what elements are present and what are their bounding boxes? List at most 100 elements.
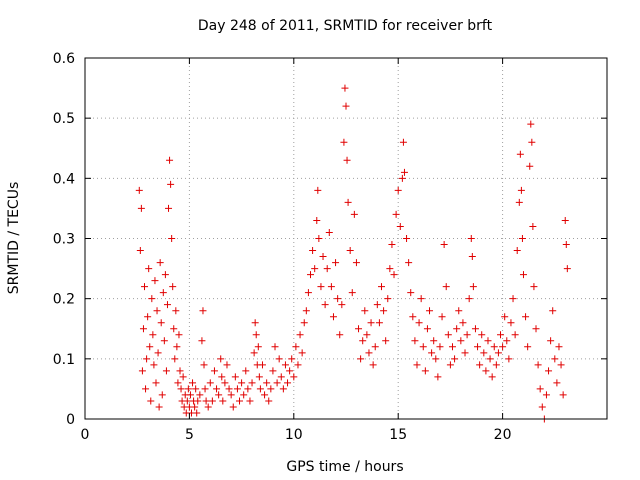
data-point	[292, 343, 300, 351]
data-point	[419, 343, 427, 351]
data-point	[522, 313, 530, 321]
data-point	[400, 168, 408, 176]
data-point	[311, 265, 319, 273]
data-point	[317, 283, 325, 291]
data-point	[519, 271, 527, 279]
data-point	[169, 283, 177, 291]
data-point	[168, 235, 176, 242]
data-point	[161, 271, 169, 279]
data-point	[198, 337, 206, 345]
data-point	[344, 198, 352, 206]
data-point	[448, 343, 456, 351]
data-point	[442, 283, 450, 291]
data-point	[438, 313, 446, 321]
data-point	[399, 138, 407, 146]
data-point	[186, 391, 194, 399]
data-point	[453, 325, 461, 333]
data-point	[284, 379, 292, 387]
data-point	[382, 337, 390, 345]
data-point	[492, 361, 500, 369]
data-point	[455, 307, 463, 315]
data-point	[434, 373, 442, 381]
data-point	[384, 295, 392, 303]
data-point	[463, 331, 471, 339]
data-point	[300, 319, 308, 327]
data-point	[529, 222, 537, 230]
data-point	[336, 331, 344, 339]
data-point	[204, 403, 212, 411]
data-point	[174, 379, 182, 387]
data-point	[265, 397, 273, 405]
x-tick-label: 0	[81, 427, 90, 443]
data-point	[147, 397, 155, 405]
y-tick-label: 0	[66, 412, 75, 428]
data-point	[194, 397, 202, 405]
data-point	[530, 283, 538, 291]
data-point	[171, 355, 179, 363]
data-point	[430, 337, 438, 345]
data-point	[388, 241, 396, 249]
data-point	[409, 313, 417, 321]
data-point	[555, 343, 563, 351]
data-point	[170, 325, 178, 333]
data-point	[267, 385, 275, 393]
data-point	[325, 228, 333, 236]
data-point	[329, 313, 337, 321]
data-point	[206, 379, 214, 387]
y-tick-label: 0.6	[53, 51, 75, 67]
data-point	[451, 355, 459, 363]
data-point	[461, 349, 469, 357]
data-point	[145, 265, 153, 273]
data-point	[175, 331, 183, 339]
data-point	[553, 379, 561, 387]
data-point	[215, 391, 223, 399]
data-point	[407, 289, 415, 297]
data-point	[159, 289, 167, 297]
chart-title: Day 248 of 2011, SRMTID for receiver brf…	[198, 18, 493, 34]
data-point	[542, 391, 550, 399]
data-point	[386, 265, 394, 273]
data-point	[405, 259, 413, 267]
data-point	[200, 361, 208, 369]
data-point	[446, 361, 454, 369]
x-axis-title: GPS time / hours	[286, 459, 403, 475]
data-point	[534, 361, 542, 369]
data-points	[135, 84, 571, 423]
data-point	[474, 343, 482, 351]
data-point	[426, 307, 434, 315]
data-point	[471, 325, 479, 333]
data-point	[244, 385, 252, 393]
data-point	[196, 391, 204, 399]
data-point	[255, 373, 263, 381]
data-point	[277, 373, 285, 381]
data-point	[338, 301, 346, 309]
data-point	[359, 337, 367, 345]
data-point	[390, 271, 398, 279]
data-point	[173, 343, 181, 351]
data-point	[371, 343, 379, 351]
data-point	[184, 385, 192, 393]
data-point	[296, 331, 304, 339]
data-point	[536, 385, 544, 393]
data-point	[172, 307, 180, 315]
data-point	[513, 247, 521, 255]
data-point	[499, 343, 507, 351]
x-tick-label: 5	[185, 427, 194, 443]
data-point	[551, 355, 559, 363]
data-point	[507, 319, 515, 327]
y-tick-label: 0.3	[53, 232, 75, 248]
data-point	[357, 355, 365, 363]
data-point	[484, 337, 492, 345]
y-tick-label: 0.5	[53, 111, 75, 127]
data-point	[158, 391, 166, 399]
data-point	[223, 361, 231, 369]
data-point	[154, 349, 162, 357]
data-point	[136, 247, 144, 255]
data-point	[549, 307, 557, 315]
data-point	[252, 331, 260, 339]
data-point	[302, 307, 310, 315]
data-point	[488, 373, 496, 381]
data-point	[432, 355, 440, 363]
data-point	[321, 301, 329, 309]
data-point	[323, 265, 331, 273]
